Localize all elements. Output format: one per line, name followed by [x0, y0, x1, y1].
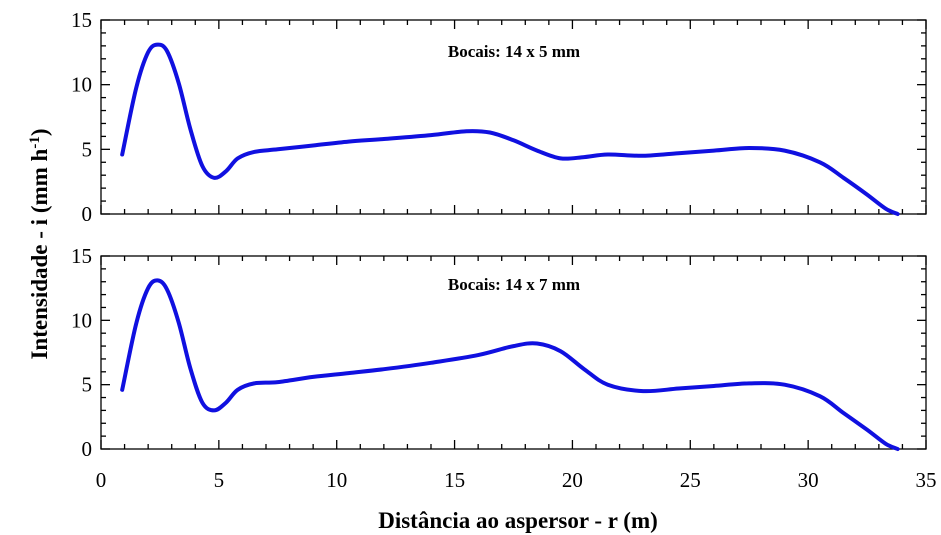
x-tick-label: 10	[326, 468, 347, 492]
intensity-curve	[120, 42, 900, 216]
panel-1: 0 5 10 15 Bocais: 14 x 5 mm	[71, 8, 927, 226]
x-tick-label: 30	[798, 468, 819, 492]
y-tick-label: 15	[71, 244, 92, 268]
panel-frame	[100, 255, 927, 450]
y-axis-title-close: )	[27, 128, 52, 136]
y-axis-title-main: Intensidade - i (mm h	[27, 148, 52, 359]
x-tick-label: 15	[444, 468, 465, 492]
y-tick-label: 0	[82, 202, 93, 226]
y-tick-label: 5	[82, 373, 93, 397]
x-axis-ticks: 0 5 10 15 20 25 30 35	[96, 468, 937, 492]
y-tick-label: 10	[71, 73, 92, 97]
panel-frame	[100, 19, 927, 215]
y-axis-title: Intensidade - i (mm h-1)	[27, 128, 52, 359]
y-tick-label: 10	[71, 308, 92, 332]
y-axis-title-sup: -1	[27, 136, 43, 149]
intensity-curve	[120, 278, 900, 451]
panel-annotation: Bocais: 14 x 7 mm	[448, 275, 580, 294]
y-tick-label: 5	[82, 137, 93, 161]
x-tick-label: 35	[916, 468, 937, 492]
y-tick-label: 15	[71, 8, 92, 32]
x-tick-label: 5	[214, 468, 225, 492]
chart-panels: 0 5 10 15 Bocais: 14 x 5 mm 0 5 10 15 Bocais: 14 …	[71, 8, 927, 461]
panel-2: 0 5 10 15 Bocais: 14 x 7 mm	[71, 244, 927, 461]
x-axis-title: Distância ao aspersor - r (m)	[378, 508, 658, 533]
x-tick-label: 0	[96, 468, 107, 492]
x-tick-label: 25	[680, 468, 701, 492]
x-tick-label: 20	[562, 468, 583, 492]
panel-annotation: Bocais: 14 x 5 mm	[448, 42, 580, 61]
y-tick-label: 0	[82, 437, 93, 461]
